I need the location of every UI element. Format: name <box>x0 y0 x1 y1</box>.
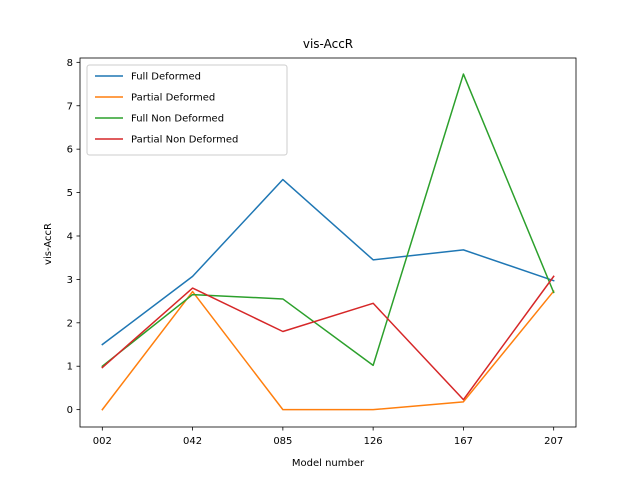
y-tick-label-8: 8 <box>67 58 73 69</box>
y-axis-label: vis-AccR <box>43 223 54 265</box>
x-tick-label-3: 126 <box>364 436 383 447</box>
axes-layer: 002 042 085 126 167 207 0 1 2 3 4 5 6 7 8 <box>67 57 577 447</box>
series-line-3 <box>101 275 555 401</box>
x-tick-label-1: 042 <box>183 436 202 447</box>
y-tick-label-4: 4 <box>67 231 73 242</box>
y-tick-label-6: 6 <box>67 145 73 156</box>
y-tick-label-3: 3 <box>67 275 73 286</box>
legend-box <box>86 64 288 156</box>
series-line-2 <box>101 73 555 368</box>
legend-label-1: Partial Deformed <box>131 93 215 104</box>
legend-label-0: Full Deformed <box>131 72 201 83</box>
legend: Full Deformed Partial Deformed Full Non De… <box>86 64 288 156</box>
series-layer <box>101 73 555 411</box>
x-tick-label-4: 167 <box>454 436 473 447</box>
x-axis-label: Model number <box>292 458 365 469</box>
y-tick-label-7: 7 <box>67 101 73 112</box>
y-tick-label-2: 2 <box>67 318 73 329</box>
x-tick-label-0: 002 <box>93 436 112 447</box>
x-tick-label-2: 085 <box>273 436 292 447</box>
legend-label-2: Full Non Deformed <box>131 114 224 125</box>
series-line-0 <box>101 178 555 346</box>
x-tick-label-5: 207 <box>544 436 563 447</box>
axes-frame <box>79 57 577 428</box>
series-line-1 <box>101 290 555 411</box>
y-tick-label-1: 1 <box>67 362 73 373</box>
chart-title: vis-AccR <box>303 37 353 51</box>
legend-label-3: Partial Non Deformed <box>131 135 238 146</box>
y-tick-label-0: 0 <box>67 405 73 416</box>
y-tick-label-5: 5 <box>67 188 73 199</box>
